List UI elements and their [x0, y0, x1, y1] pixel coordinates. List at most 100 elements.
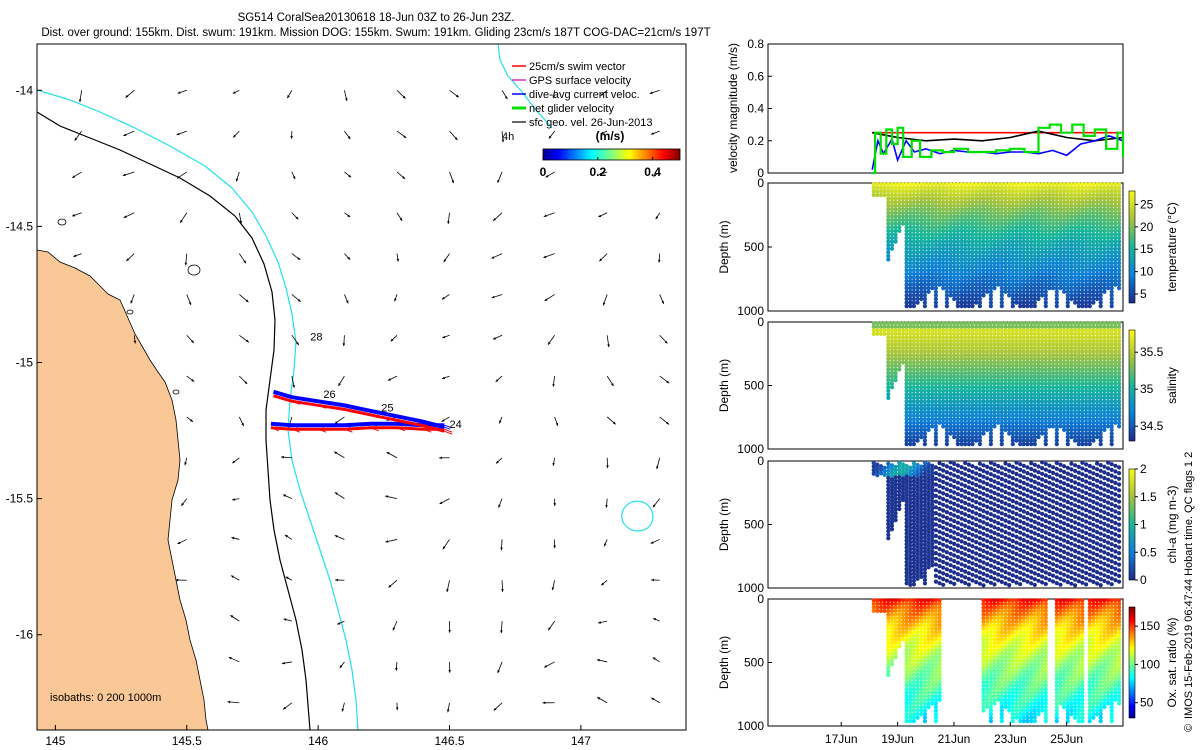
salinity-data-point	[1117, 339, 1122, 344]
salinity-data-point	[1087, 374, 1092, 379]
salinity-data-point	[1029, 399, 1034, 404]
temperature-data-point	[1069, 271, 1074, 276]
temperature-data-point	[1065, 286, 1070, 291]
temperature-data-point	[1007, 257, 1012, 262]
salinity-data-point	[996, 371, 1001, 376]
temperature-data-point	[1069, 214, 1074, 219]
salinity-data-point	[1025, 346, 1030, 351]
temperature-data-point	[919, 289, 924, 294]
salinity-data-point	[1040, 349, 1045, 354]
salinity-data-point	[1047, 363, 1052, 368]
salinity-data-point	[922, 378, 928, 383]
salinity-data-point	[930, 385, 935, 390]
temperature-data-point	[930, 192, 935, 198]
temperature-data-point	[1073, 214, 1078, 219]
salinity-data-point	[963, 331, 968, 336]
salinity-data-point	[955, 435, 961, 440]
temperature-data-point	[1069, 243, 1074, 248]
geo-velocity-arrowhead	[497, 670, 500, 674]
temperature-data-point	[893, 218, 898, 223]
temperature-data-point	[1106, 189, 1111, 194]
temperature-data-point	[908, 239, 913, 244]
salinity-data-point	[1010, 353, 1015, 358]
temperature-data-point	[1010, 275, 1015, 280]
temperature-data-point	[1076, 304, 1081, 309]
salinity-data-point	[996, 367, 1001, 372]
temperature-data-point	[955, 232, 961, 237]
temperature-ytick-label: 1000	[737, 304, 764, 318]
temperature-data-point	[1036, 232, 1041, 237]
temperature-data-point	[977, 264, 983, 269]
temperature-data-point	[944, 228, 950, 233]
temperature-data-point	[996, 228, 1001, 233]
chl-data-point	[871, 464, 876, 469]
temperature-data-point	[933, 225, 939, 230]
salinity-data-point	[886, 395, 891, 400]
temperature-data-point	[1076, 257, 1081, 262]
salinity-data-point	[963, 395, 968, 400]
temperature-data-point	[1069, 261, 1074, 266]
salinity-data-point	[893, 339, 898, 344]
salinity-data-point	[1069, 378, 1074, 383]
temperature-data-point	[1021, 289, 1026, 294]
salinity-data-point	[893, 335, 898, 340]
temperature-data-point	[933, 200, 939, 205]
temperature-data-point	[1029, 282, 1034, 287]
temperature-data-point	[922, 246, 928, 251]
salinity-data-point	[908, 435, 913, 440]
temperature-data-point	[1109, 221, 1114, 226]
salinity-data-point	[948, 410, 953, 415]
salinity-data-point	[992, 381, 997, 386]
salinity-data-point	[1025, 395, 1030, 400]
chl-data-point	[919, 564, 924, 569]
salinity-data-point	[1007, 367, 1012, 372]
temperature-data-point	[1054, 246, 1059, 251]
temperature-data-point	[1102, 286, 1107, 291]
salinity-data-point	[904, 385, 909, 390]
temperature-data-point	[919, 200, 924, 205]
salinity-data-point	[1047, 328, 1052, 333]
temperature-data-point	[1010, 239, 1015, 244]
temperature-data-point	[1032, 268, 1037, 273]
temperature-data-point	[970, 218, 975, 223]
salinity-data-point	[1021, 346, 1026, 351]
salinity-data-point	[955, 335, 961, 340]
temperature-data-point	[974, 228, 979, 233]
salinity-data-point	[988, 374, 994, 379]
salinity-data-point	[1021, 395, 1026, 400]
temperature-data-point	[897, 207, 902, 212]
temperature-data-point	[988, 304, 994, 309]
salinity-profile-points	[871, 321, 1122, 447]
temperature-data-point	[1025, 185, 1030, 190]
temperature-data-point	[1080, 196, 1085, 201]
temperature-data-point	[1047, 196, 1052, 201]
salinity-data-point	[1109, 381, 1114, 386]
salinity-data-point	[915, 399, 920, 404]
temperature-data-point	[1102, 207, 1107, 212]
salinity-data-point	[1087, 388, 1092, 393]
temperature-data-point	[893, 203, 898, 208]
chl-data-point	[919, 525, 924, 530]
temperature-data-point	[1062, 250, 1067, 255]
temperature-data-point	[1043, 253, 1048, 259]
salinity-data-point	[1109, 388, 1114, 393]
temperature-data-point	[1010, 278, 1015, 284]
geo-velocity-arrowhead	[122, 173, 126, 177]
temperature-data-point	[1036, 218, 1041, 223]
salinity-data-point	[1018, 392, 1023, 397]
salinity-data-point	[948, 331, 953, 336]
temperature-data-point	[911, 192, 917, 198]
salinity-data-point	[1043, 395, 1048, 400]
temperature-data-point	[1032, 182, 1037, 187]
salinity-data-point	[875, 324, 880, 329]
temperature-data-point	[911, 228, 917, 233]
temperature-data-point	[1084, 232, 1089, 237]
salinity-data-point	[992, 324, 997, 329]
temperature-data-point	[1007, 196, 1012, 201]
salinity-data-point	[1007, 321, 1012, 326]
salinity-data-point	[911, 442, 917, 447]
temperature-data-point	[1109, 189, 1114, 194]
chl-data-point	[919, 464, 924, 469]
temperature-data-point	[963, 243, 968, 248]
temperature-data-point	[1047, 271, 1052, 276]
